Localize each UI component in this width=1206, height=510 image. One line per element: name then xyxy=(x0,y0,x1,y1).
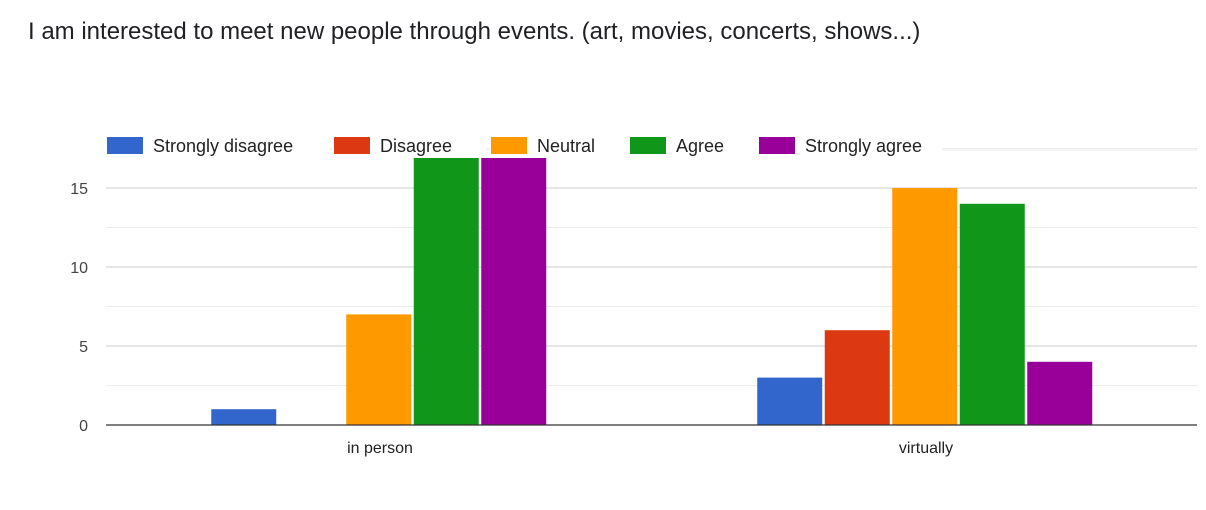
legend-label: Neutral xyxy=(537,136,595,156)
legend-label: Strongly disagree xyxy=(153,136,293,156)
x-category-label: in person xyxy=(347,440,413,457)
x-axis: in person virtually xyxy=(106,424,1197,457)
y-tick-label: 5 xyxy=(79,339,88,356)
bar xyxy=(824,330,890,425)
bar xyxy=(413,158,479,425)
legend-swatch xyxy=(107,137,143,154)
bars xyxy=(211,158,1093,425)
bar xyxy=(346,314,412,425)
legend-label: Disagree xyxy=(380,136,452,156)
bar xyxy=(211,409,277,425)
bar xyxy=(757,377,823,425)
chart-title: I am interested to meet new people throu… xyxy=(28,18,921,45)
y-tick-label: 0 xyxy=(79,418,88,435)
bar xyxy=(481,158,547,425)
bar xyxy=(959,203,1025,425)
legend: Strongly disagree Disagree Neutral Agree Str… xyxy=(105,132,942,158)
y-tick-label: 10 xyxy=(70,260,88,277)
legend-swatch xyxy=(630,137,666,154)
legend-swatch xyxy=(759,137,795,154)
legend-swatch xyxy=(334,137,370,154)
y-axis: 0 5 10 15 xyxy=(70,181,88,435)
legend-label: Strongly agree xyxy=(805,136,922,156)
bar xyxy=(1027,361,1093,425)
legend-swatch xyxy=(491,137,527,154)
gridlines xyxy=(106,148,1197,386)
x-category-label: virtually xyxy=(899,440,953,457)
bar xyxy=(892,188,958,425)
y-tick-label: 15 xyxy=(70,181,88,198)
legend-label: Agree xyxy=(676,136,724,156)
